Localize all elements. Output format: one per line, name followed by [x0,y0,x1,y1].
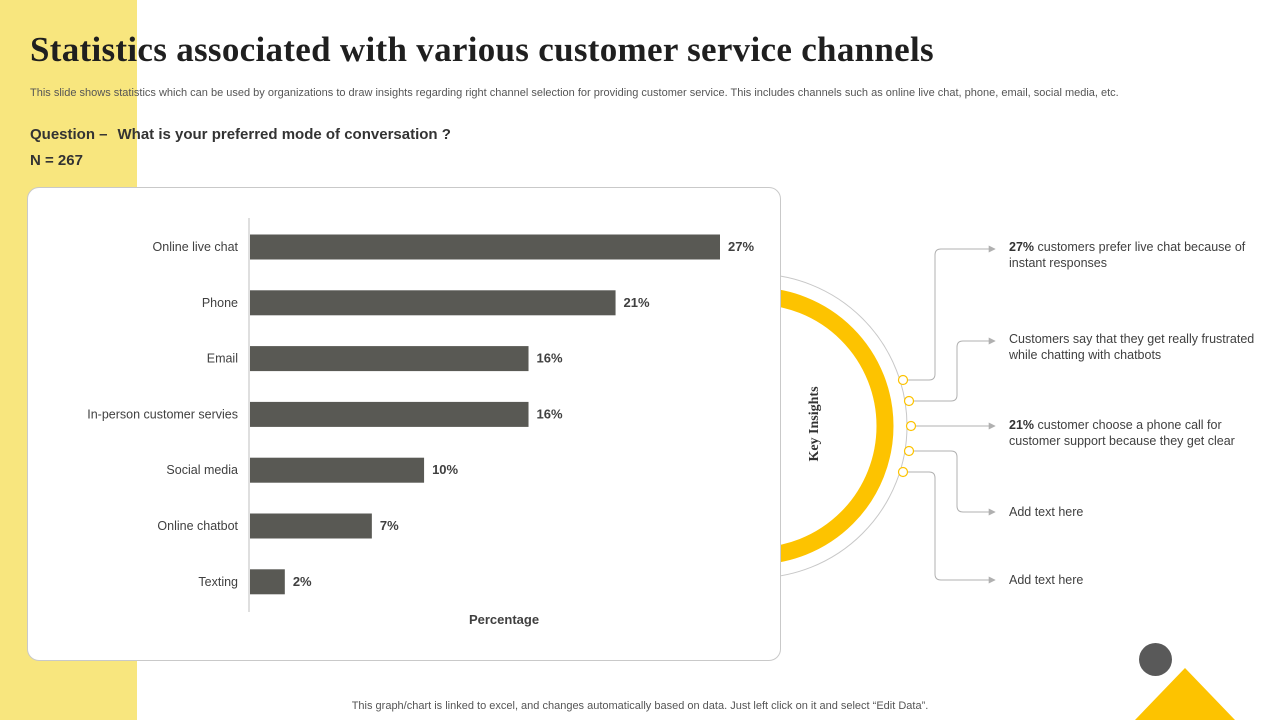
bar[interactable] [250,234,720,260]
category-label: Online chatbot [157,519,238,533]
data-label: 7% [380,518,399,533]
chart-card[interactable]: Online live chat 27% Phone 21% Email 16% In-pe… [27,187,781,661]
data-label: 2% [293,574,312,589]
category-label: In-person customer servies [87,407,238,421]
insight-3-text: customer choose a phone call for custome… [1009,418,1235,448]
data-label: 16% [537,351,563,366]
category-label: Email [207,352,238,366]
data-label: 16% [537,406,563,421]
data-label: 10% [432,462,458,477]
bar[interactable] [250,290,616,316]
insight-5: Add text here [1009,572,1259,588]
survey-question: Question – What is your preferred mode of… [30,126,451,143]
bar[interactable] [250,346,529,372]
insight-4: Add text here [1009,504,1259,520]
insight-2: Customers say that they get really frust… [1009,331,1259,363]
footer-note: This graph/chart is linked to excel, and… [351,700,929,712]
category-label: Social media [166,463,238,477]
bar[interactable] [250,457,425,483]
insight-5-text: Add text here [1009,573,1084,587]
page-title: Statistics associated with various custo… [30,30,934,69]
insight-1: 27% customers prefer live chat because o… [1009,239,1259,271]
sample-size: N = 267 [30,152,83,169]
bar[interactable] [250,569,285,595]
data-label: 21% [624,295,650,310]
category-label: Phone [202,296,238,310]
question-text: What is your preferred mode of conversat… [117,126,451,143]
page-subtitle: This slide shows statistics which can be… [30,87,1119,99]
insight-1-bold: 27% [1009,240,1035,254]
bar[interactable] [250,513,372,539]
insight-3: 21% customer choose a phone call for cus… [1009,417,1259,449]
question-label: Question – [30,126,108,143]
data-label: 27% [728,239,754,254]
bars-group: Online live chat 27% Phone 21% Email 16% In-pe… [87,234,754,595]
x-axis-title: Percentage [469,612,539,627]
bar[interactable] [250,401,529,427]
decorative-triangle [1135,668,1235,720]
bar-chart[interactable]: Online live chat 27% Phone 21% Email 16% In-pe… [28,188,782,662]
key-insights-heading: Key Insights [807,386,822,462]
category-label: Online live chat [153,240,239,254]
insight-1-text: customers prefer live chat because of in… [1009,240,1246,270]
category-label: Texting [198,575,238,589]
insight-2-text: Customers say that they get really frust… [1009,332,1255,362]
insight-4-text: Add text here [1009,505,1084,519]
decorative-circle [1139,643,1172,676]
insight-3-bold: 21% [1009,418,1035,432]
